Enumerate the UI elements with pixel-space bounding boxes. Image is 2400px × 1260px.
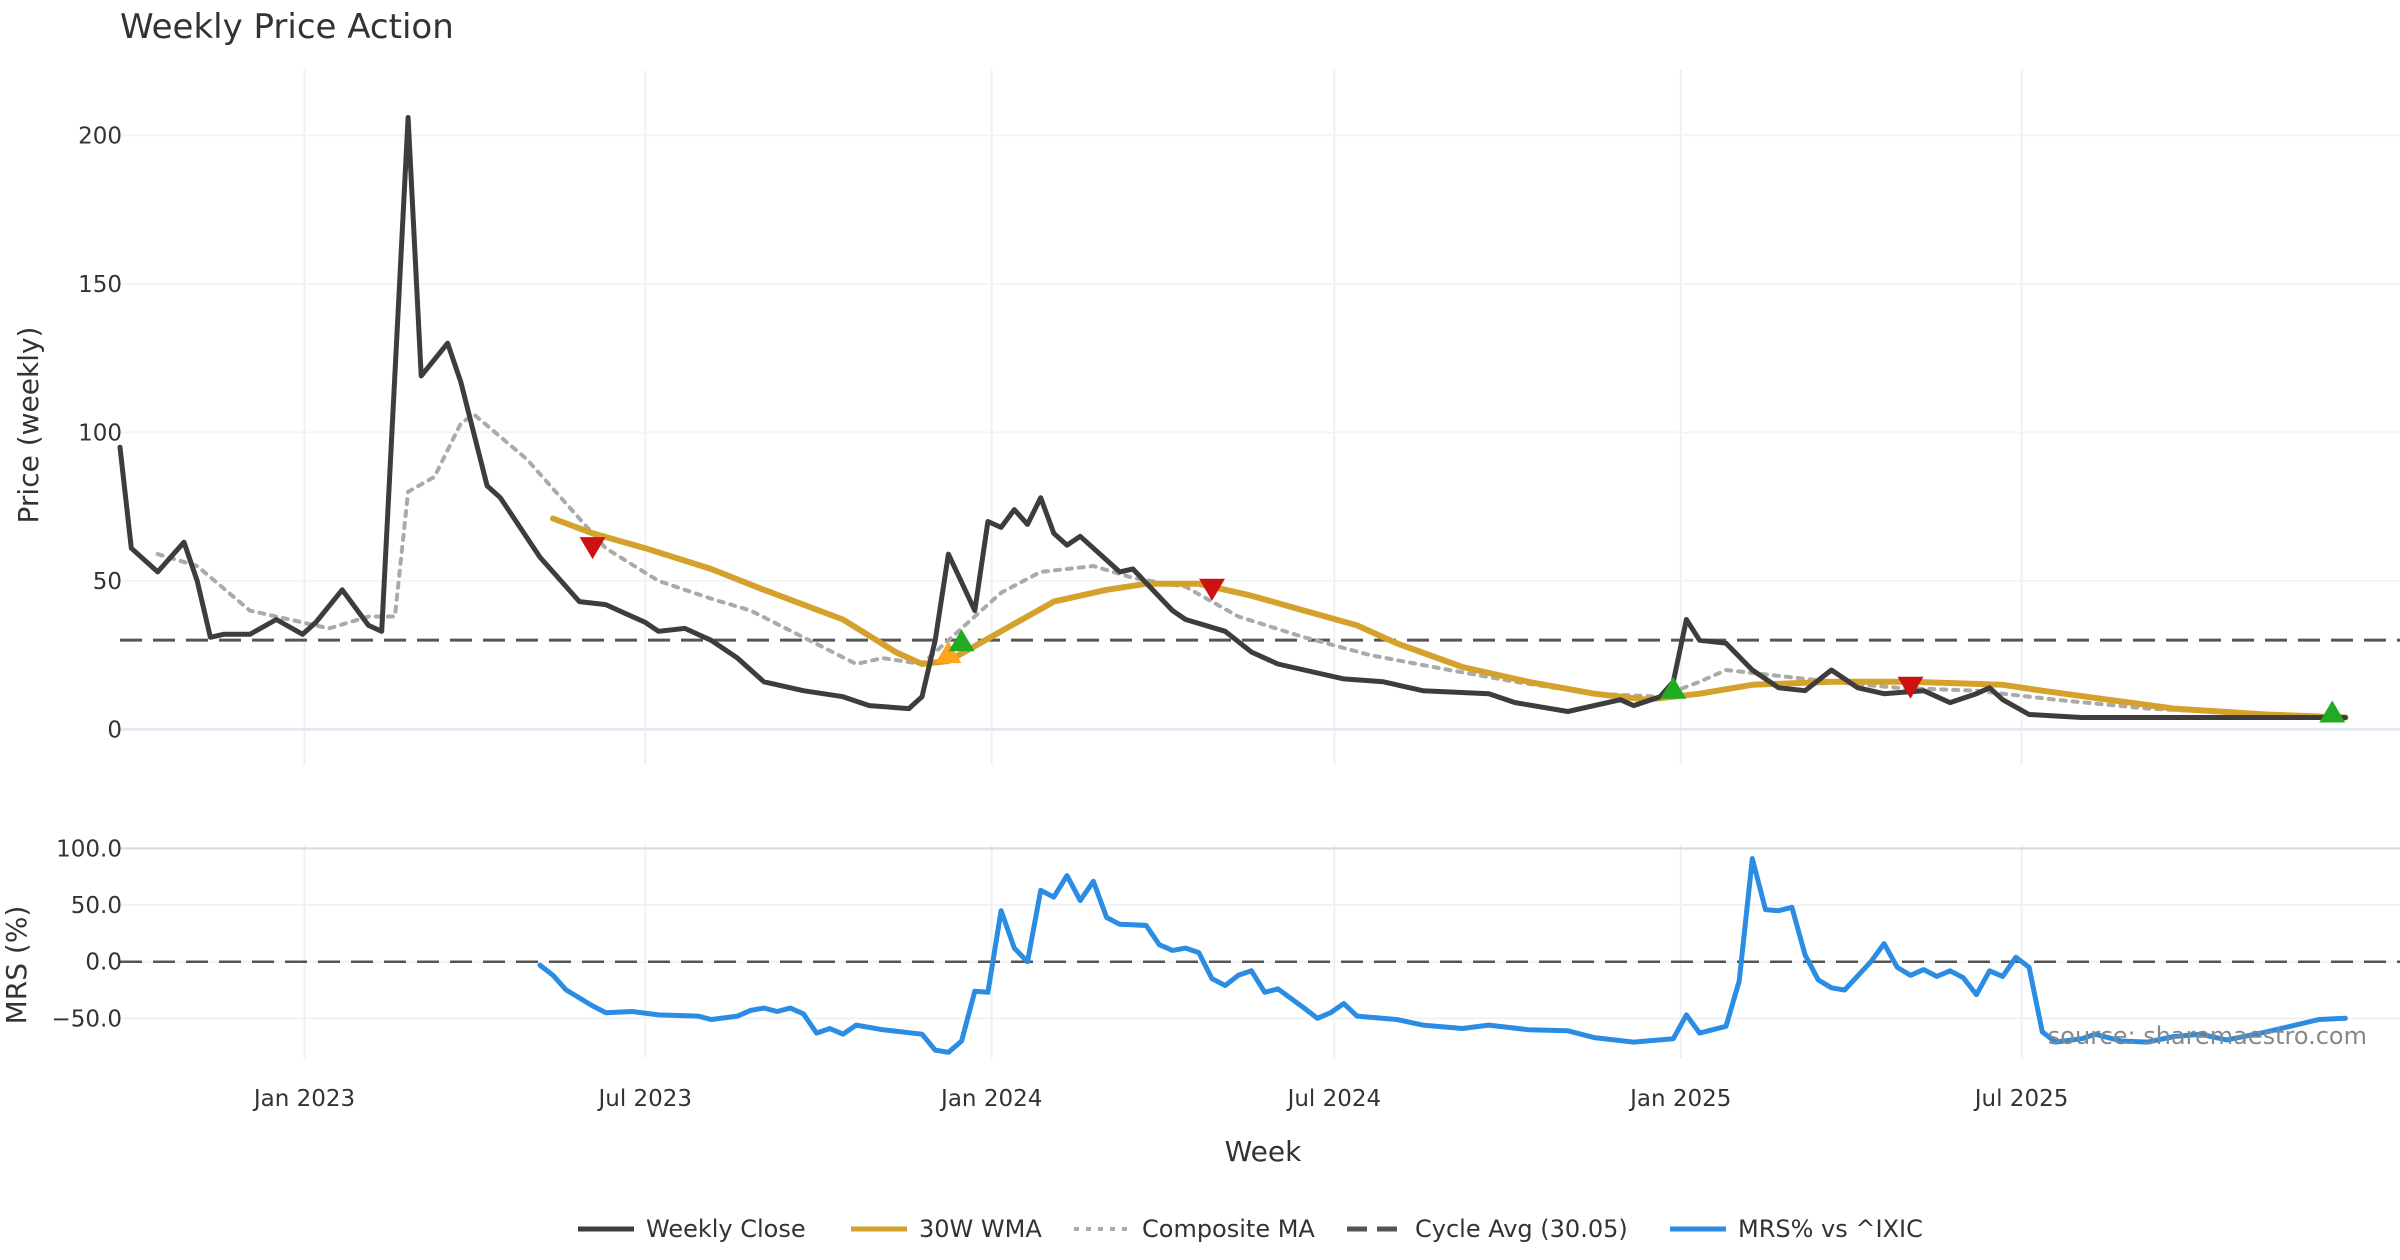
sell-signal-marker-5 (1897, 676, 1924, 699)
x-tick-label: Jan 2023 (252, 1086, 355, 1112)
x-tick-label: Jul 2024 (1286, 1086, 1382, 1112)
series-mrs-vs-ixic (537, 856, 2348, 1055)
source-annotation: source: sharemaestro.com (2048, 1022, 2367, 1050)
series-weekly-close (117, 115, 2348, 720)
x-tick-label: Jul 2023 (596, 1086, 692, 1112)
sell-signal-marker-3 (1198, 578, 1225, 601)
price-y-tick-label: 100 (78, 420, 122, 446)
mrs-y-tick-label: 100.0 (56, 836, 122, 862)
mrs-y-ticks: 100.0 50.0 0.0 −50.0 (52, 836, 122, 1032)
buy-signal-marker-1 (935, 641, 962, 664)
x-ticks: Jan 2023 Jul 2023 Jan 2024 Jul 2024 Jan 2025… (252, 1086, 2069, 1112)
series-30w-wma (550, 515, 2349, 721)
legend-item-label: Weekly Close (646, 1215, 806, 1243)
legend-item-label: 30W WMA (919, 1215, 1042, 1243)
signals-layer (579, 537, 2346, 723)
mrs-y-tick-label: 0.0 (85, 950, 122, 976)
price-y-tick-label: 50 (93, 569, 122, 595)
x-tick-label: Jan 2025 (1628, 1086, 1731, 1112)
mrs-y-tick-label: −50.0 (52, 1006, 122, 1032)
x-axis-label: Week (1225, 1135, 1302, 1168)
buy-signal-marker-2 (948, 629, 975, 652)
mrs-y-tick-label: 50.0 (71, 893, 122, 919)
grid (120, 70, 2400, 1058)
series-layer (117, 115, 2400, 1055)
legend-item-label: Composite MA (1142, 1215, 1315, 1243)
sell-signal-marker-0 (579, 537, 606, 560)
buy-signal-marker-4 (1660, 676, 1687, 699)
legend-item-label: MRS% vs ^IXIC (1738, 1215, 1923, 1243)
price-y-tick-label: 150 (78, 272, 122, 298)
price-y-label: Price (weekly) (12, 327, 45, 524)
x-tick-label: Jan 2024 (939, 1086, 1042, 1112)
legend: Weekly Close 30W WMA Composite MA Cycle Avg… (578, 1215, 1923, 1243)
legend-item-label: Cycle Avg (30.05) (1415, 1215, 1628, 1243)
price-y-ticks: 0 50 100 150 200 (78, 123, 122, 743)
buy-signal-marker-6 (2319, 700, 2346, 723)
mrs-y-label: MRS (%) (0, 906, 33, 1025)
x-tick-label: Jul 2025 (1973, 1086, 2069, 1112)
price-y-tick-label: 200 (78, 123, 122, 149)
chart-title: Weekly Price Action (120, 7, 454, 47)
series-composite-ma (155, 412, 2348, 720)
price-y-tick-label: 0 (107, 717, 122, 743)
